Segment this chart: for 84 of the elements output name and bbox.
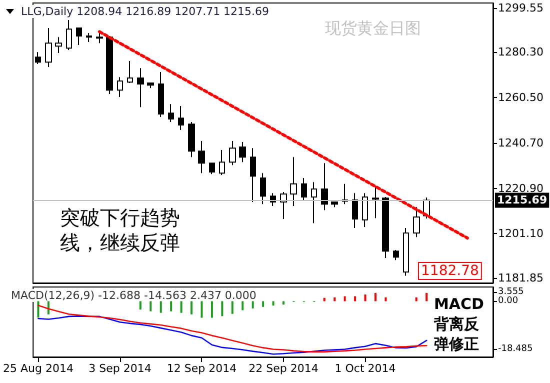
chart-title: MACD(12,26,9) -12.688 -14.563 2.437 0.000 <box>11 289 256 302</box>
bar <box>354 296 356 302</box>
candlestick <box>393 249 399 261</box>
bar <box>190 301 193 314</box>
candlestick <box>229 140 236 166</box>
bar <box>160 301 162 313</box>
bar <box>37 301 40 318</box>
candlestick <box>106 36 113 95</box>
y-tick-label: 1220.90 <box>498 182 544 195</box>
y-tick-label: 3.555 <box>498 287 524 298</box>
candlestick <box>331 202 338 208</box>
annotation: 突破下行趋势线，继续反弹 <box>60 206 180 254</box>
candlestick <box>239 141 246 163</box>
bar <box>374 292 376 302</box>
candlestick <box>260 172 266 205</box>
candlestick <box>209 162 215 175</box>
candlestick <box>45 27 52 68</box>
candlestick <box>117 76 123 98</box>
bar <box>252 301 254 308</box>
bar <box>426 292 428 302</box>
candlestick <box>198 140 205 174</box>
x-tick-label: 22 Sep 2014 <box>248 362 318 375</box>
y-tick-label: 1201.10 <box>498 227 544 240</box>
candlestick <box>188 122 195 158</box>
y-tick-label: 0.00 <box>498 296 518 306</box>
bar <box>384 297 387 302</box>
bar <box>272 301 274 306</box>
candlestick <box>127 60 133 84</box>
annotation: MACD背离反弹修正 <box>433 295 484 353</box>
candlestick <box>35 52 41 64</box>
y-tick-label: 1299.55 <box>498 1 544 14</box>
candlestick <box>372 186 379 219</box>
y-tick-label: -18.485 <box>498 344 533 354</box>
bar <box>170 301 172 312</box>
bar <box>364 294 366 302</box>
x-tick-label: 3 Sep 2014 <box>88 362 152 375</box>
bar <box>150 301 152 312</box>
candlestick <box>321 162 328 211</box>
candlestick <box>178 105 184 131</box>
candlestick <box>76 27 82 46</box>
bar <box>210 301 213 318</box>
candlestick <box>352 192 358 228</box>
candlestick <box>96 32 103 44</box>
candlestick <box>86 32 92 42</box>
bar <box>282 301 284 305</box>
candlestick <box>66 19 72 51</box>
candlestick <box>311 182 317 224</box>
bar <box>180 301 182 313</box>
chart-title: LLG,Daily 1208.94 1216.89 1207.71 1215.69 <box>21 5 270 18</box>
text: 现货黄金日图 <box>325 18 421 38</box>
candlestick <box>250 148 256 203</box>
candlestick <box>55 36 62 54</box>
x-tick-label: 12 Sep 2014 <box>166 362 237 375</box>
y-tick-label: 1260.50 <box>498 90 544 104</box>
annotation: 1182.78 <box>421 263 479 279</box>
bar <box>231 301 234 314</box>
bar <box>262 301 264 307</box>
bar <box>415 297 418 302</box>
bar <box>344 296 346 302</box>
candlestick <box>137 68 144 108</box>
candlestick <box>158 72 164 118</box>
candlestick <box>280 191 287 220</box>
bar <box>334 297 336 302</box>
line-series <box>38 316 428 355</box>
x-tick-label: 1 Oct 2014 <box>334 362 396 375</box>
candlestick <box>362 192 368 228</box>
bar <box>221 301 224 316</box>
x-tick-label: 25 Aug 2014 <box>2 362 74 375</box>
bar <box>200 301 203 318</box>
candlestick <box>403 227 409 276</box>
ref-line-label: 1215.69 <box>497 194 548 207</box>
bar <box>139 301 142 310</box>
candlestick <box>301 177 307 200</box>
candlestick <box>382 196 389 259</box>
y-tick-label: 1240.70 <box>498 136 544 150</box>
candlestick <box>168 104 174 123</box>
candlestick <box>413 206 420 238</box>
y-tick-label: 1181.85 <box>498 271 544 284</box>
bar <box>242 301 244 310</box>
candlestick <box>147 82 154 89</box>
line-series <box>38 304 428 352</box>
y-tick-label: 1280.30 <box>498 46 544 59</box>
candlestick <box>219 149 225 176</box>
candlestick <box>290 156 297 206</box>
